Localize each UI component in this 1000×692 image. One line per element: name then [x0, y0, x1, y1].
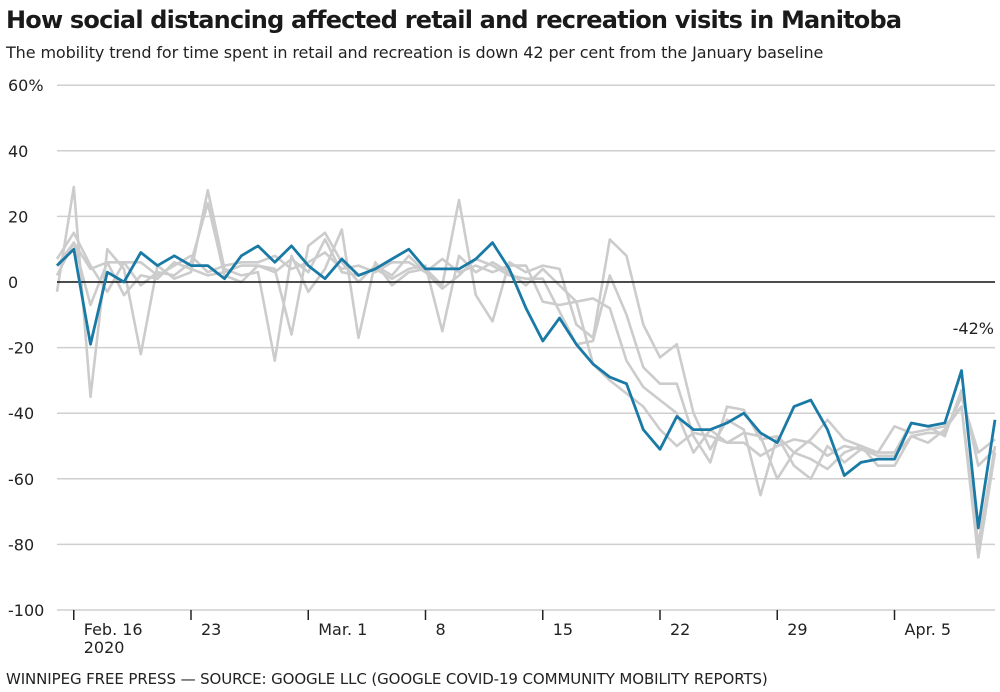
chart-title: How social distancing affected retail an… — [6, 6, 902, 34]
x-tick-label: 29 — [787, 620, 807, 639]
y-tick-label: 20 — [8, 207, 28, 226]
gridlines — [57, 84, 995, 611]
y-tick-label: -80 — [8, 535, 34, 554]
series-line-context-2 — [55, 202, 996, 468]
x-tick-label: 8 — [436, 620, 446, 639]
y-axis: 60% 40 20 0 -20 -40 -60 -80 -100 — [8, 76, 44, 620]
x-tick-sublabel: 2020 — [84, 638, 125, 657]
series-line-context-4 — [55, 241, 996, 458]
x-tick-label: 22 — [670, 620, 690, 639]
series-line-Manitoba — [56, 241, 997, 530]
x-tick-label: Feb. 16 — [84, 620, 143, 639]
source-credit: WINNIPEG FREE PRESS — SOURCE: GOOGLE LLC… — [6, 670, 768, 688]
series-lines — [55, 185, 997, 559]
annotations: -42% — [953, 319, 994, 338]
x-tick-label: Apr. 5 — [905, 620, 952, 639]
x-tick-label: Mar. 1 — [318, 620, 367, 639]
y-tick-label: -60 — [8, 470, 34, 489]
x-tick-label: 23 — [201, 620, 221, 639]
y-tick-label: 0 — [8, 273, 18, 292]
y-tick-label: 60% — [8, 76, 44, 95]
y-tick-label: 40 — [8, 142, 28, 161]
end-value-annotation: -42% — [953, 319, 994, 338]
y-tick-label: -20 — [8, 339, 34, 358]
y-tick-label: -100 — [8, 601, 44, 620]
y-tick-label: -40 — [8, 404, 34, 423]
series-line-context-3 — [55, 238, 997, 546]
chart-subtitle: The mobility trend for time spent in ret… — [6, 43, 824, 62]
x-tick-label: 15 — [553, 620, 573, 639]
